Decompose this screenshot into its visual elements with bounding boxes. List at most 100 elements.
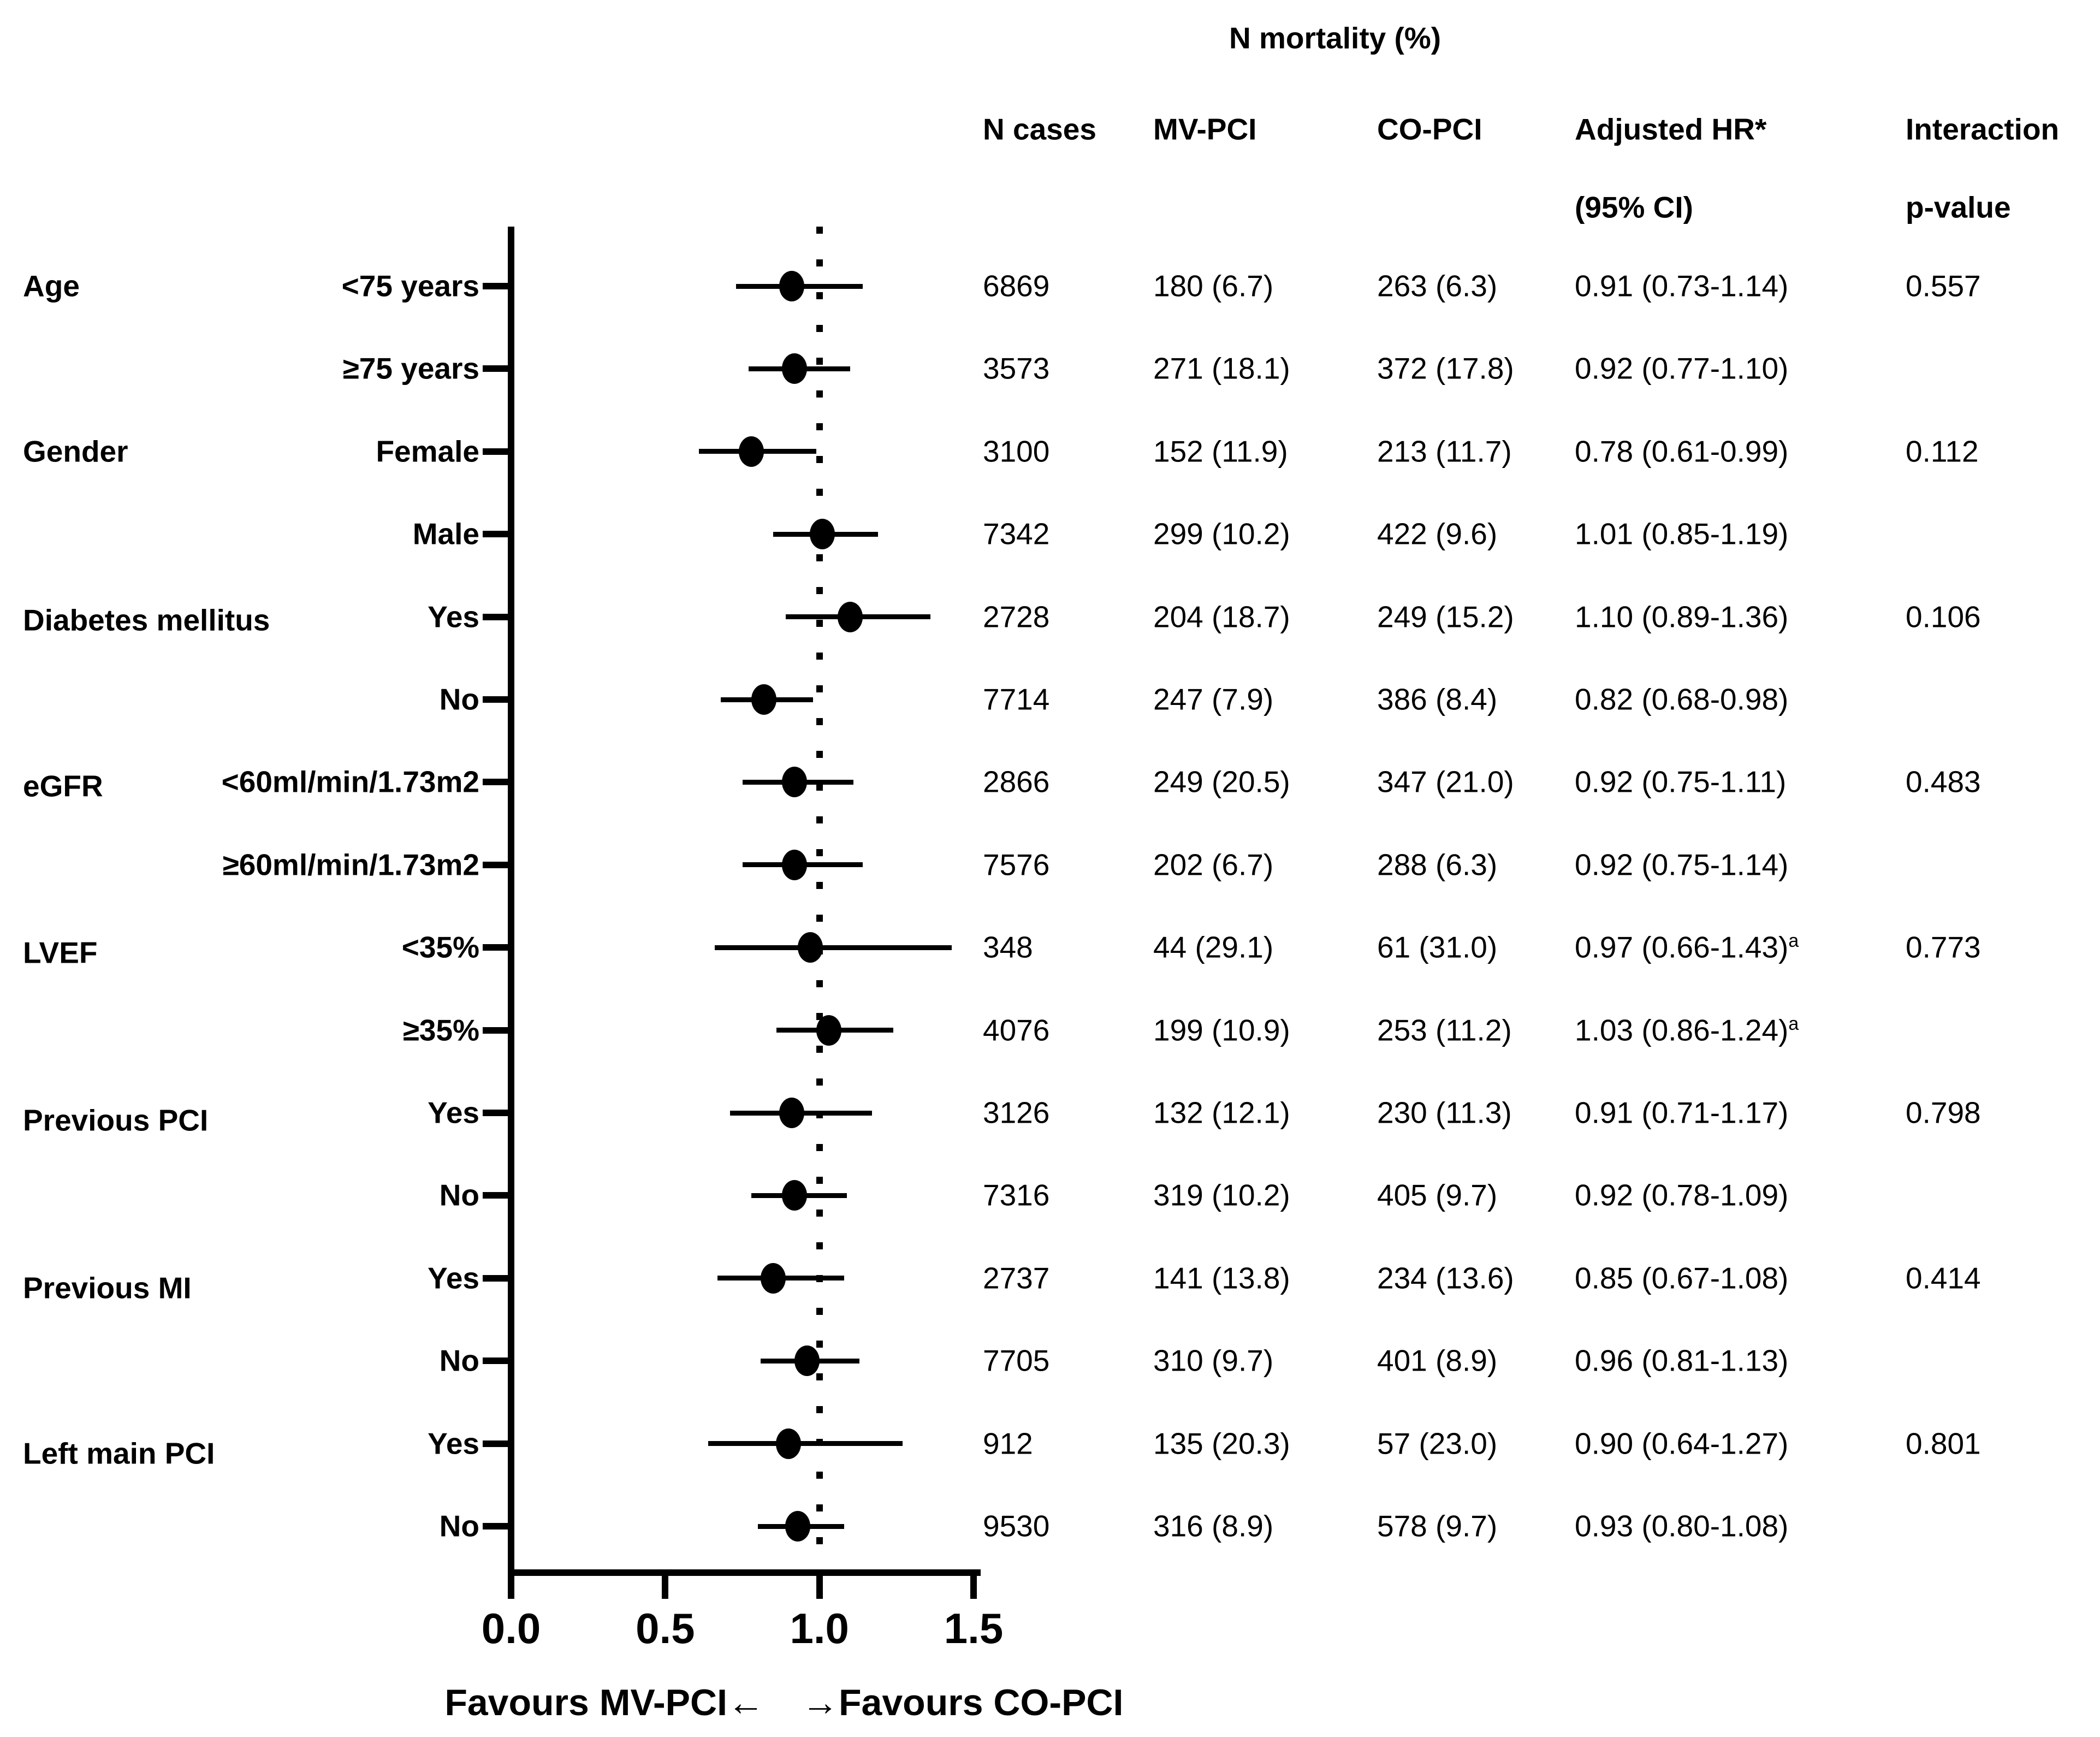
adjusted-hr-text: 0.96 (0.81-1.13): [1575, 1343, 1789, 1378]
ci-line: [714, 945, 952, 950]
co-pci-value: 578 (9.7): [1377, 1509, 1498, 1543]
x-axis-tick-label: 1.5: [944, 1604, 1004, 1652]
hr-footnote-superscript: a: [1788, 1013, 1799, 1034]
row-tick: [483, 696, 508, 703]
adjusted-hr-text: 0.91 (0.71-1.17): [1575, 1095, 1789, 1130]
row-tick: [483, 861, 508, 868]
interaction-p-value: 0.798: [1906, 1095, 1981, 1130]
hr-footnote-superscript: a: [1788, 930, 1799, 952]
n-cases-value: 2737: [983, 1261, 1050, 1295]
adjusted-hr-value: 0.91 (0.73-1.14): [1575, 271, 1788, 301]
n-cases-value: 2728: [983, 600, 1050, 634]
row-tick: [483, 1027, 508, 1034]
category-label: No: [439, 1343, 479, 1378]
column-header-interaction: Interaction: [1906, 112, 2060, 146]
adjusted-hr-value: 0.82 (0.68-0.98): [1575, 682, 1789, 716]
adjusted-hr-text: 0.91 (0.73-1.14): [1575, 269, 1789, 303]
point-estimate-marker: [776, 1428, 802, 1459]
row-tick: [483, 448, 508, 455]
n-cases-value: 348: [983, 930, 1033, 964]
category-label: Yes: [428, 600, 479, 634]
co-pci-value: 401 (8.9): [1377, 1343, 1498, 1378]
row-tick: [483, 283, 508, 289]
y-axis-line: [508, 227, 514, 1576]
point-estimate-marker: [739, 436, 764, 467]
row-tick: [483, 1440, 508, 1447]
co-pci-value: 61 (31.0): [1377, 930, 1498, 964]
adjusted-hr-value: 1.01 (0.85-1.19): [1575, 519, 1788, 549]
reference-line-1.0: [816, 227, 823, 1569]
adjusted-hr-value: 0.92 (0.75-1.11): [1575, 767, 1786, 797]
row-tick: [483, 365, 508, 372]
x-axis-tick: [508, 1576, 514, 1599]
co-pci-value: 213 (11.7): [1377, 434, 1512, 469]
co-pci-value: 263 (6.3): [1377, 269, 1498, 303]
category-label: <75 years: [341, 269, 479, 303]
favours-left-label: Favours MV-PCI←: [444, 1682, 764, 1723]
adjusted-hr-value: 0.92 (0.75-1.14): [1575, 850, 1788, 880]
interaction-p-value: 0.414: [1906, 1261, 1981, 1295]
adjusted-hr-text: 1.01 (0.85-1.19): [1575, 517, 1789, 551]
point-estimate-marker: [785, 1511, 811, 1542]
mv-pci-value: 202 (6.7): [1153, 847, 1274, 882]
point-estimate-marker: [810, 519, 835, 550]
group-label: Previous PCI: [23, 1103, 209, 1137]
mv-pci-value: 319 (10.2): [1153, 1178, 1290, 1212]
adjusted-hr-text: 0.82 (0.68-0.98): [1575, 682, 1789, 716]
adjusted-hr-text: 0.92 (0.77-1.10): [1575, 351, 1789, 386]
x-axis-tick: [970, 1576, 977, 1599]
category-label: No: [439, 682, 479, 716]
x-axis-tick-label: 0.0: [481, 1604, 541, 1652]
n-cases-value: 7576: [983, 847, 1050, 882]
column-header-p-value: p-value: [1906, 190, 2011, 224]
mv-pci-value: 180 (6.7): [1153, 269, 1274, 303]
column-header-co-pci: CO-PCI: [1377, 112, 1482, 146]
n-cases-value: 7316: [983, 1178, 1050, 1212]
x-axis-tick: [662, 1576, 669, 1599]
mv-pci-value: 141 (13.8): [1153, 1261, 1290, 1295]
co-pci-value: 253 (11.2): [1377, 1013, 1512, 1047]
mv-pci-value: 204 (18.7): [1153, 600, 1290, 634]
mv-pci-value: 199 (10.9): [1153, 1013, 1290, 1047]
co-pci-value: 230 (11.3): [1377, 1095, 1512, 1130]
row-tick: [483, 779, 508, 786]
x-axis-tick: [816, 1576, 823, 1599]
n-cases-value: 3573: [983, 351, 1050, 386]
co-pci-value: 249 (15.2): [1377, 600, 1514, 634]
adjusted-hr-text: 1.03 (0.86-1.24): [1575, 1013, 1789, 1047]
chart-title: N mortality (%): [1229, 21, 1441, 55]
column-header-mv-pci: MV-PCI: [1153, 112, 1257, 146]
category-label: Male: [412, 517, 479, 551]
mv-pci-value: 44 (29.1): [1153, 930, 1274, 964]
category-label: No: [439, 1178, 479, 1212]
category-label: ≥75 years: [342, 351, 479, 386]
mv-pci-value: 299 (10.2): [1153, 517, 1290, 551]
interaction-p-value: 0.112: [1906, 434, 1979, 469]
category-label: Yes: [428, 1426, 479, 1461]
x-axis-tick-label: 1.0: [790, 1604, 849, 1652]
mv-pci-value: 132 (12.1): [1153, 1095, 1290, 1130]
group-label: eGFR: [23, 769, 103, 803]
interaction-p-value: 0.557: [1906, 269, 1981, 303]
column-header-n-cases: N cases: [983, 112, 1096, 146]
adjusted-hr-text: 0.85 (0.67-1.08): [1575, 1261, 1789, 1295]
category-label: ≥60ml/min/1.73m2: [222, 847, 479, 882]
adjusted-hr-value: 1.10 (0.89-1.36): [1575, 602, 1788, 632]
row-tick: [483, 1523, 508, 1529]
point-estimate-marker: [760, 1262, 786, 1294]
adjusted-hr-value: 0.91 (0.71-1.17): [1575, 1098, 1788, 1128]
n-cases-value: 7705: [983, 1343, 1050, 1378]
mv-pci-value: 310 (9.7): [1153, 1343, 1274, 1378]
n-cases-value: 7342: [983, 517, 1050, 551]
category-label: No: [439, 1509, 479, 1543]
interaction-p-value: 0.106: [1906, 600, 1981, 634]
co-pci-value: 405 (9.7): [1377, 1178, 1498, 1212]
group-label: Age: [23, 269, 80, 303]
point-estimate-marker: [782, 767, 808, 798]
n-cases-value: 3126: [983, 1095, 1050, 1130]
mv-pci-value: 316 (8.9): [1153, 1509, 1274, 1543]
x-axis-tick-label: 0.5: [636, 1604, 695, 1652]
co-pci-value: 288 (6.3): [1377, 847, 1498, 882]
column-header-adjusted-hr: Adjusted HR*: [1575, 112, 1767, 146]
interaction-p-value: 0.773: [1906, 930, 1981, 964]
